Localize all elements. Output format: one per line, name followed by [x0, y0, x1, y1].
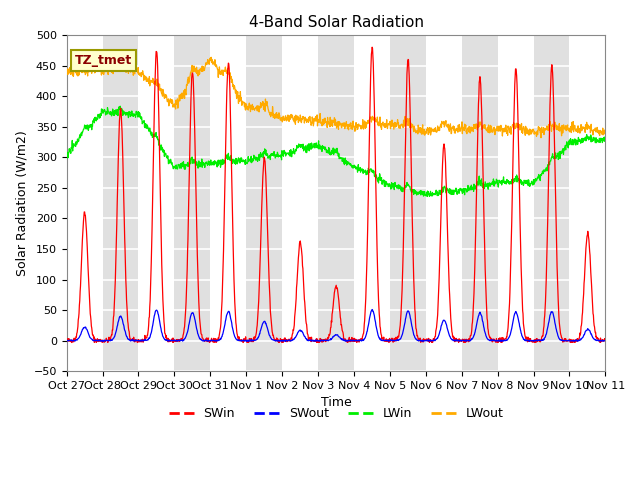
Text: TZ_tmet: TZ_tmet	[75, 54, 132, 67]
Y-axis label: Solar Radiation (W/m2): Solar Radiation (W/m2)	[15, 131, 28, 276]
Bar	[102, 36, 138, 371]
Bar	[534, 36, 570, 371]
Title: 4-Band Solar Radiation: 4-Band Solar Radiation	[248, 15, 424, 30]
Bar	[461, 36, 498, 371]
Legend: SWin, SWout, LWin, LWout: SWin, SWout, LWin, LWout	[163, 402, 509, 425]
Bar	[390, 36, 426, 371]
Bar	[318, 36, 354, 371]
Bar	[174, 36, 211, 371]
X-axis label: Time: Time	[321, 396, 351, 409]
Bar	[246, 36, 282, 371]
